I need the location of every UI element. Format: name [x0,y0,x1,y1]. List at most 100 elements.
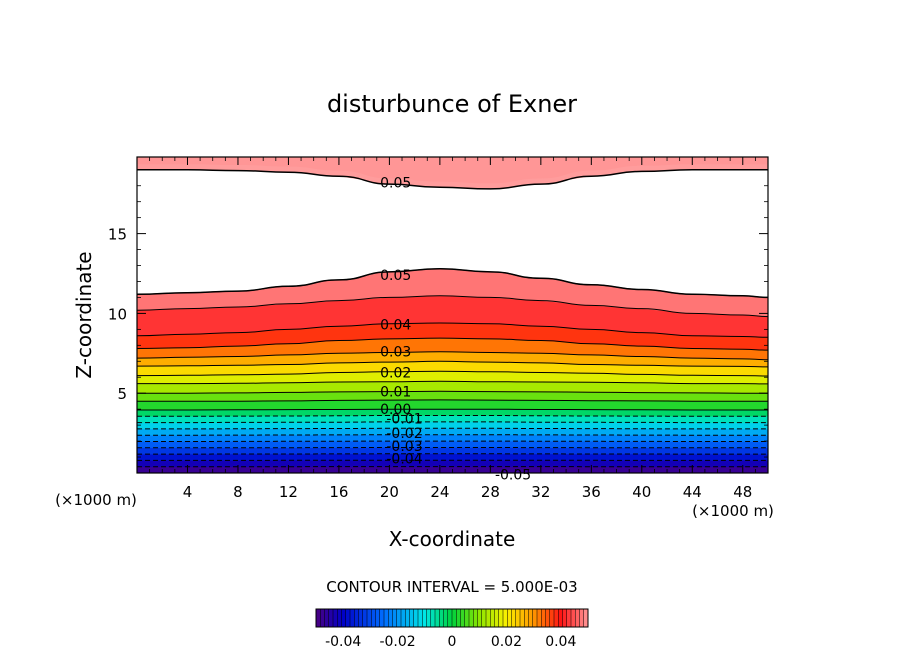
x-unit-left: (×1000 m) [55,491,137,509]
contour-label: -0.02 [386,426,422,442]
x-tick-label: 40 [632,483,651,501]
colorbar-swatch [418,609,423,627]
contour-label-layer: 0.050.050.040.030.020.010.00-0.01-0.02-0… [380,176,531,484]
colorbar-swatch [575,609,580,627]
colorbar-swatch [507,609,512,627]
colorbar-swatch [579,609,585,627]
x-tick-label: 12 [279,483,298,501]
colorbar-tick-label: -0.02 [379,634,415,650]
contour-fill-layer [137,157,768,473]
colorbar-swatch [545,609,551,627]
colorbar-swatch [503,609,508,627]
colorbar-tick-label: 0 [448,634,457,650]
colorbar-swatch [562,609,568,627]
contour-label: 0.03 [380,345,411,361]
contour-band [137,440,768,449]
x-unit-right: (×1000 m) [692,502,774,520]
colorbar-swatch [367,609,372,627]
colorbar-swatch [341,609,347,627]
colorbar-swatch [477,609,483,627]
colorbar-swatch [452,609,457,627]
x-axis-label: X-coordinate [389,527,516,551]
colorbar-swatch [388,609,393,627]
colorbar-swatch [447,609,453,627]
colorbar-swatch [537,609,542,627]
colorbar-swatch [350,609,355,627]
contour-label: -0.03 [386,439,422,455]
contour-label: 0.00 [380,402,411,418]
x-tick-label: 20 [380,483,399,501]
colorbar-swatch [498,609,504,627]
colorbar-swatch [405,609,410,627]
colorbar-swatch [320,609,325,627]
colorbar-swatch [554,609,559,627]
contour-band [137,459,768,467]
contour-line [137,380,768,385]
colorbar-swatch [396,609,402,627]
colorbar-swatch [354,609,359,627]
colorbar-swatch [413,609,419,627]
contour-label: 0.05 [380,268,411,284]
colorbar-swatch [435,609,440,627]
colorbar-swatch [392,609,398,627]
colorbar-swatch [409,609,415,627]
contour-label: 0.04 [380,318,411,334]
contour-line [137,351,768,361]
contour-line [137,427,768,430]
colorbar-swatch [430,609,436,627]
contour-line-lower-0.05 [137,267,768,299]
x-tick-label: 16 [329,483,348,501]
colorbar-swatch [426,609,432,627]
contour-line [137,408,768,411]
y-tick-label: 10 [108,305,127,323]
contour-label: 0.05 [380,176,411,192]
colorbar-swatch [443,609,449,627]
x-tick-label: 28 [481,483,500,501]
x-tick-label: 8 [233,483,243,501]
x-tick-label: 44 [683,483,702,501]
colorbar-swatch [541,609,546,627]
colorbar-swatch [337,609,342,627]
colorbar-swatch [566,609,572,627]
x-tick-label: 32 [531,483,550,501]
colorbar-swatch [473,609,478,627]
contour-band-top-inner [137,164,768,189]
y-axis-label: Z-coordinate [72,251,96,378]
colorbar-swatch [524,609,529,627]
colorbar-swatch [422,609,427,627]
colorbar-swatch [328,609,334,627]
contour-line-layer [137,169,768,473]
colorbar-swatch [583,609,589,627]
contour-line [137,421,768,424]
colorbar-swatch [528,609,534,627]
contour-line [137,415,768,417]
contour-label: -0.01 [386,412,422,428]
colorbar [315,608,589,628]
x-tick-label: 4 [183,483,193,501]
colorbar-swatch [515,609,521,627]
contour-line [137,434,768,436]
chart-title: disturbunce of Exner [327,90,577,118]
colorbar-swatch [456,609,461,627]
colorbar-swatch [358,609,364,627]
colorbar-swatch [494,609,500,627]
colorbar-swatch [345,609,351,627]
colorbar-swatch [460,609,466,627]
x-tick-label: 36 [582,483,601,501]
contour-label: -0.05 [495,468,531,484]
y-tick-label: 5 [117,385,127,403]
colorbar-swatch [362,609,368,627]
contour-line [137,295,768,318]
colorbar-tick-labels: -0.04 -0.02 0 0.02 0.04 [325,634,576,650]
contour-band [137,434,768,442]
contour-band-top [137,157,768,189]
contour-line [137,360,768,368]
colorbar-swatch [316,609,321,627]
colorbar-swatch [549,609,555,627]
colorbar-tick-label: 0.04 [545,634,576,650]
y-tick-label: 15 [108,226,127,244]
colorbar-swatch [571,609,576,627]
colorbar-swatch [324,609,330,627]
colorbar-swatch [401,609,406,627]
